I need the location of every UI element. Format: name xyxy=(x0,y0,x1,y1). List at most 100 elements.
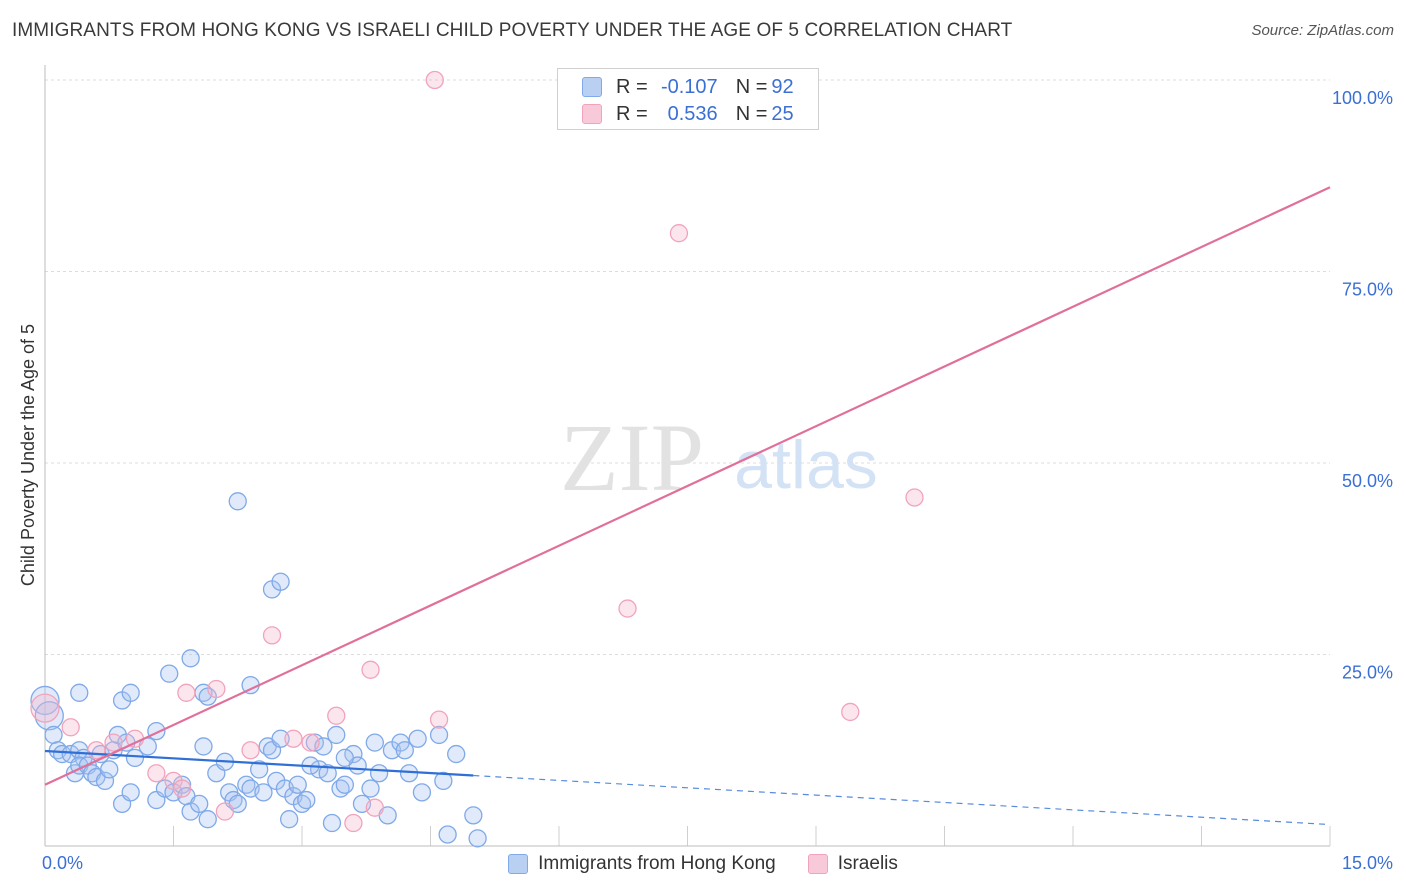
stats-legend: R = -0.107 N = 92 R = 0.536 N = 25 xyxy=(557,68,819,130)
point-hong-kong xyxy=(271,572,290,591)
point-israelis xyxy=(30,693,60,723)
series-swatch-israelis xyxy=(807,854,828,874)
point-hong-kong xyxy=(194,737,213,756)
legend-r-value: -0.107 xyxy=(660,75,718,98)
legend-n-value: 92 xyxy=(771,75,794,98)
point-israelis xyxy=(147,764,166,783)
point-hong-kong xyxy=(121,683,140,702)
point-hong-kong xyxy=(468,829,487,848)
point-israelis xyxy=(172,779,192,798)
point-hong-kong xyxy=(181,649,200,668)
y-tick-label: 25.0% xyxy=(1342,663,1393,683)
legend-r-label: R = xyxy=(616,75,648,98)
point-hong-kong xyxy=(318,764,337,783)
point-hong-kong xyxy=(44,725,63,745)
point-hong-kong xyxy=(464,806,483,825)
trend-line-hong-kong xyxy=(44,749,474,777)
legend-row-hong-kong: R = -0.107 N = 92 xyxy=(582,74,794,100)
point-hong-kong xyxy=(335,748,354,768)
point-israelis xyxy=(361,660,380,679)
point-hong-kong xyxy=(100,760,119,779)
point-hong-kong xyxy=(70,683,89,702)
point-hong-kong xyxy=(125,748,145,768)
point-israelis xyxy=(365,798,384,817)
point-hong-kong xyxy=(250,760,269,779)
point-israelis xyxy=(841,702,860,722)
point-hong-kong xyxy=(344,744,363,764)
point-israelis xyxy=(344,813,363,833)
legend-n-label: N = xyxy=(735,102,768,125)
point-hong-kong xyxy=(322,813,342,833)
point-israelis xyxy=(669,224,689,243)
point-hong-kong xyxy=(288,775,307,794)
point-hong-kong xyxy=(34,701,64,731)
point-hong-kong xyxy=(327,725,346,745)
point-hong-kong xyxy=(369,764,389,783)
point-hong-kong xyxy=(429,725,449,745)
trend-line-hong-kong-extrapolated xyxy=(473,774,1331,826)
trend-lines xyxy=(44,186,1331,826)
chart-title: IMMIGRANTS FROM HONG KONG VS ISRAELI CHI… xyxy=(12,20,1013,41)
legend-swatch-israelis xyxy=(582,104,602,124)
x-tick-label: 15.0% xyxy=(1342,853,1393,873)
point-hong-kong xyxy=(365,733,384,752)
series-legend-hong-kong[interactable]: Immigrants from Hong Kong xyxy=(508,853,776,875)
legend-row-israelis: R = 0.536 N = 25 xyxy=(582,101,794,127)
point-hong-kong xyxy=(434,771,453,791)
point-hong-kong xyxy=(395,741,414,760)
point-hong-kong xyxy=(408,729,427,748)
point-israelis xyxy=(104,733,123,752)
point-hong-kong xyxy=(438,825,457,844)
point-hong-kong xyxy=(228,492,247,511)
watermark: ZIP atlas xyxy=(560,404,878,511)
point-israelis xyxy=(301,733,320,752)
point-israelis xyxy=(207,679,226,699)
x-tick-label: 0.0% xyxy=(42,853,83,873)
point-israelis xyxy=(425,70,444,90)
point-hong-kong xyxy=(254,783,273,802)
axes xyxy=(44,65,1331,847)
point-israelis xyxy=(61,718,80,737)
y-axis-label: Child Poverty Under the Age of 5 xyxy=(18,324,38,586)
source-label: Source: ZipAtlas.com xyxy=(1251,22,1394,39)
point-israelis xyxy=(177,683,196,702)
watermark-atlas: atlas xyxy=(734,427,878,503)
point-hong-kong xyxy=(309,760,329,779)
series-legend-israelis[interactable]: Israelis xyxy=(807,853,898,875)
y-tick-label: 75.0% xyxy=(1342,280,1393,300)
point-hong-kong xyxy=(305,733,325,752)
point-israelis xyxy=(262,626,282,645)
point-israelis xyxy=(87,741,106,760)
point-hong-kong xyxy=(335,775,354,794)
y-tick-label: 100.0% xyxy=(1332,88,1393,108)
legend-n-label: N = xyxy=(735,75,768,98)
legend-r-label: R = xyxy=(616,102,648,125)
point-israelis xyxy=(284,729,303,748)
point-hong-kong xyxy=(190,794,209,814)
point-hong-kong xyxy=(447,744,466,764)
series-label-israelis: Israelis xyxy=(837,853,898,874)
series-legend: Immigrants from Hong Kong Israelis xyxy=(0,851,1406,877)
y-tick-label: 50.0% xyxy=(1342,471,1393,491)
watermark-zip: ZIP xyxy=(560,404,704,511)
tick-labels: 25.0% 50.0% 75.0% 100.0% 0.0% 15.0% xyxy=(42,88,1393,873)
point-hong-kong xyxy=(361,779,380,798)
data-points xyxy=(30,70,924,848)
point-israelis xyxy=(241,741,260,760)
point-israelis xyxy=(215,802,235,821)
point-hong-kong xyxy=(271,729,290,748)
point-hong-kong xyxy=(279,810,299,829)
point-hong-kong xyxy=(95,771,115,791)
point-hong-kong xyxy=(198,810,217,829)
point-israelis xyxy=(618,599,637,618)
point-israelis xyxy=(327,706,346,725)
point-israelis xyxy=(905,488,924,507)
legend-swatch-hong-kong xyxy=(582,77,602,97)
point-hong-kong xyxy=(412,783,432,802)
point-israelis xyxy=(429,710,449,729)
series-swatch-hong-kong xyxy=(508,854,529,874)
legend-n-value: 25 xyxy=(771,102,794,125)
trend-line-israelis xyxy=(44,186,1331,786)
legend-r-value: 0.536 xyxy=(667,102,718,125)
